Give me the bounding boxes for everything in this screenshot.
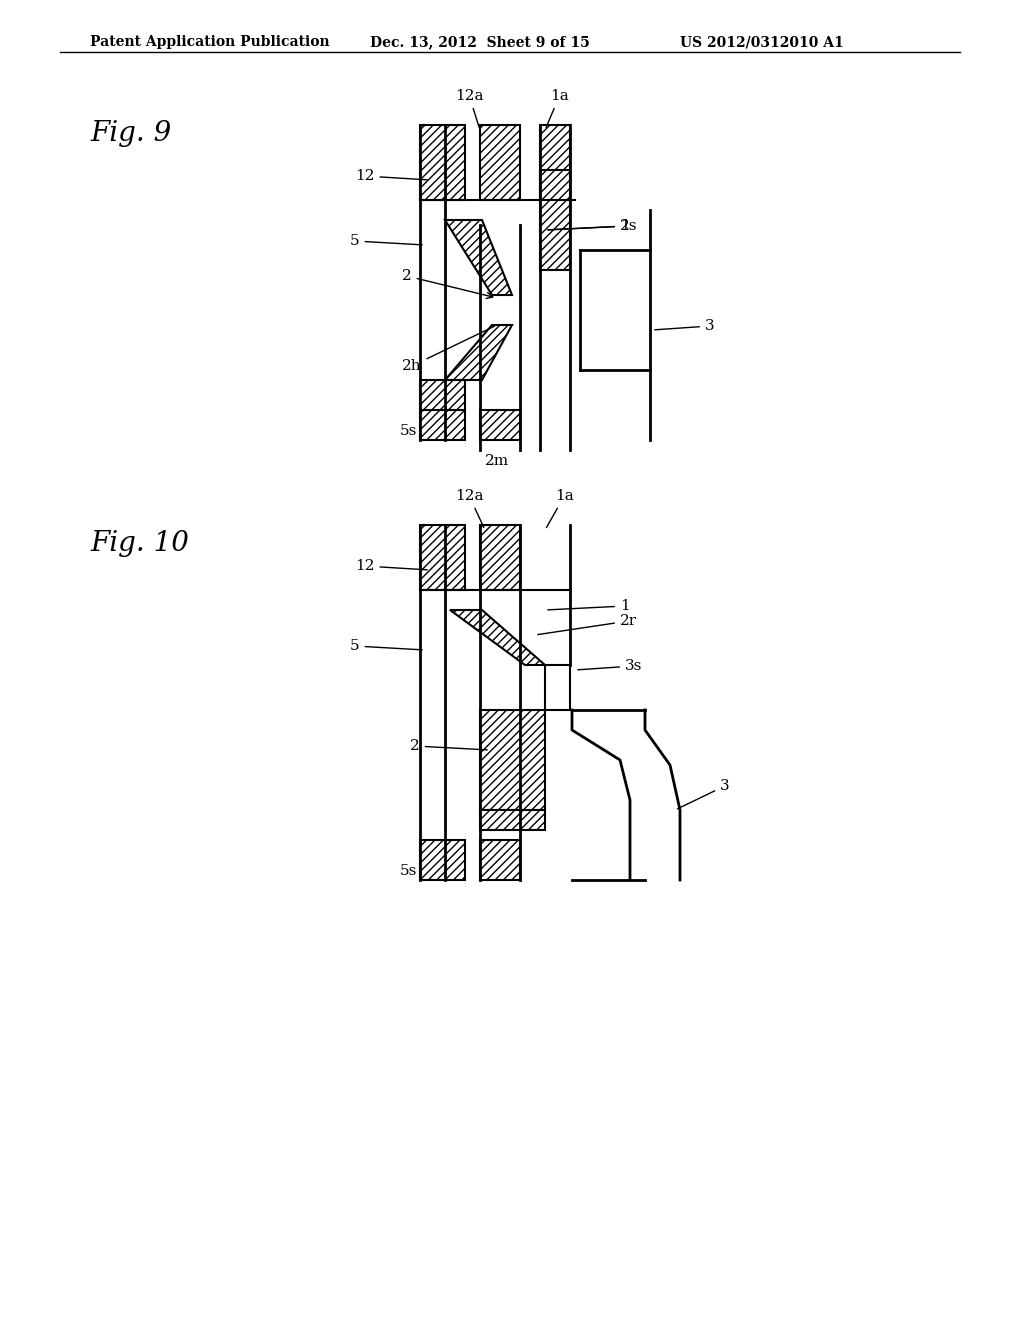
- Text: 5s: 5s: [400, 424, 418, 438]
- Text: 2r: 2r: [538, 614, 637, 635]
- Text: 1a: 1a: [546, 88, 568, 128]
- Text: 12: 12: [355, 558, 427, 573]
- Polygon shape: [545, 665, 570, 710]
- Text: 2m: 2m: [485, 454, 509, 469]
- Text: 2: 2: [402, 269, 493, 298]
- Bar: [540, 125, 570, 201]
- Polygon shape: [445, 325, 512, 380]
- Bar: [420, 380, 465, 411]
- Bar: [420, 840, 465, 880]
- Text: 5: 5: [350, 234, 422, 248]
- Bar: [480, 525, 520, 590]
- Text: 12a: 12a: [455, 488, 483, 528]
- Text: 3s: 3s: [578, 659, 642, 673]
- Bar: [420, 411, 465, 440]
- Bar: [420, 125, 465, 201]
- Text: 1a: 1a: [547, 488, 573, 528]
- Text: 2h: 2h: [402, 326, 495, 374]
- Text: Patent Application Publication: Patent Application Publication: [90, 36, 330, 49]
- Text: 12: 12: [355, 169, 427, 183]
- Text: 12a: 12a: [455, 88, 483, 127]
- Bar: [420, 525, 465, 590]
- Text: Dec. 13, 2012  Sheet 9 of 15: Dec. 13, 2012 Sheet 9 of 15: [370, 36, 590, 49]
- Text: US 2012/0312010 A1: US 2012/0312010 A1: [680, 36, 844, 49]
- Bar: [540, 170, 570, 271]
- Text: Fig. 10: Fig. 10: [90, 531, 188, 557]
- Text: 5: 5: [350, 639, 422, 653]
- Text: 2s: 2s: [548, 219, 638, 234]
- Text: 1: 1: [548, 219, 630, 234]
- Text: 2: 2: [410, 739, 487, 752]
- Text: Fig. 9: Fig. 9: [90, 120, 171, 147]
- Polygon shape: [480, 710, 545, 810]
- Polygon shape: [450, 610, 545, 665]
- Bar: [480, 125, 520, 201]
- Text: 5s: 5s: [400, 865, 418, 878]
- Bar: [480, 840, 520, 880]
- Polygon shape: [445, 220, 512, 294]
- Bar: [480, 810, 545, 830]
- Text: 1: 1: [548, 599, 630, 612]
- Bar: [480, 411, 520, 440]
- Text: 3: 3: [678, 779, 730, 809]
- Text: 3: 3: [654, 319, 715, 333]
